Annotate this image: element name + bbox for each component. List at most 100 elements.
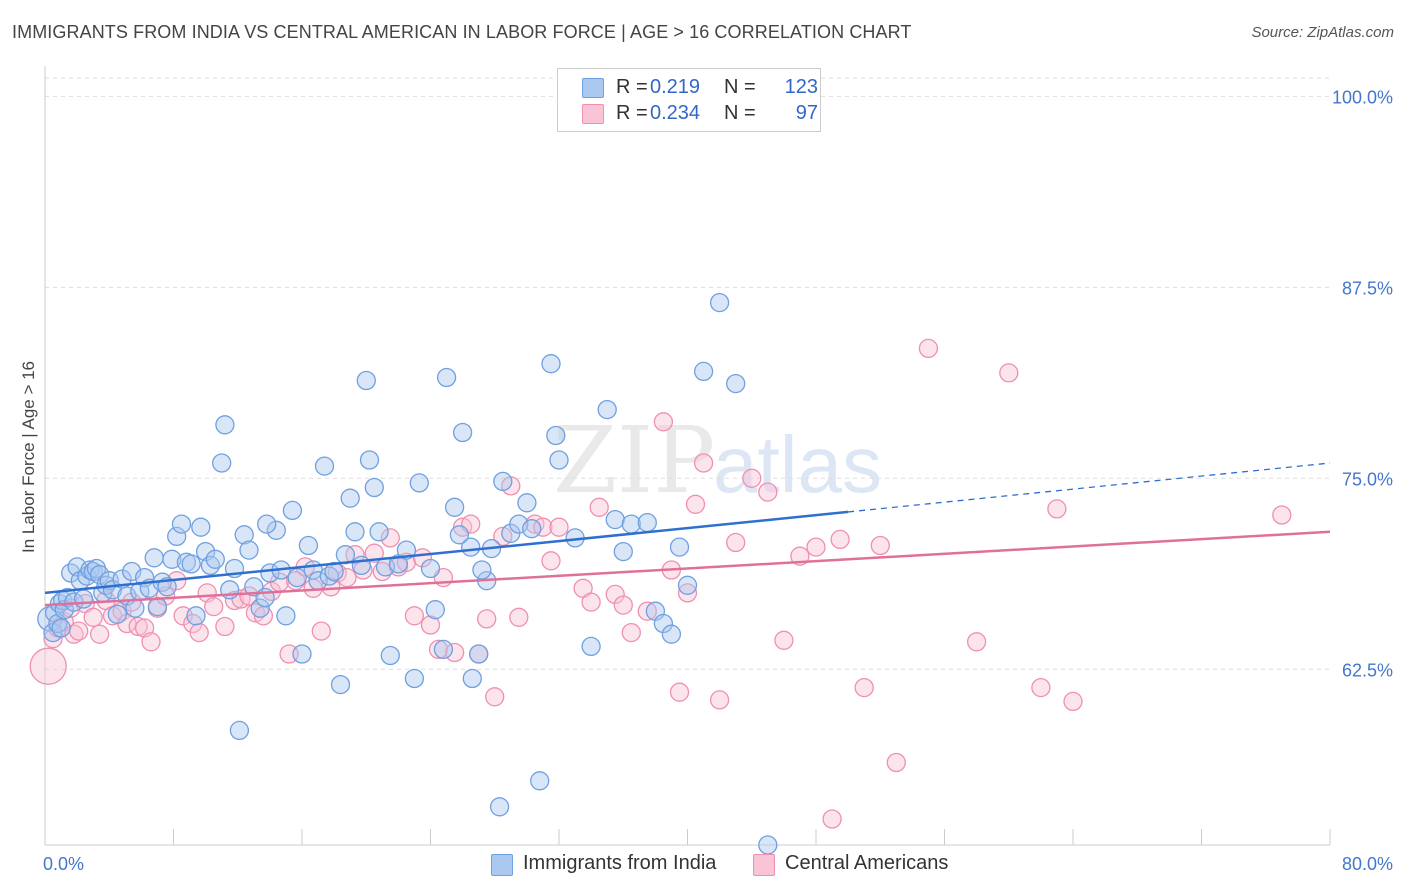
- data-point-central-americans: [1047, 499, 1067, 519]
- data-point-india: [162, 549, 182, 569]
- data-point-india: [167, 526, 187, 547]
- data-point-india: [314, 456, 335, 476]
- y-tick-label: 87.5%: [1342, 278, 1393, 298]
- data-point-central-americans: [89, 624, 110, 644]
- data-point-india: [472, 560, 492, 580]
- data-point-central-americans: [589, 497, 609, 517]
- data-point-india: [493, 471, 513, 492]
- data-point-central-americans: [420, 615, 441, 635]
- data-point-central-americans: [774, 630, 794, 650]
- legend-n-value: 97: [795, 102, 818, 124]
- data-point-india: [380, 645, 400, 666]
- data-point-india: [669, 537, 690, 557]
- data-point-central-americans: [918, 338, 939, 359]
- y-tick-label: 100.0%: [1332, 87, 1393, 107]
- data-point-india: [340, 488, 360, 508]
- stats-legend: R = 0.219 N = 123 R = 0.234 N = 97: [557, 68, 821, 132]
- data-point-india: [621, 514, 641, 534]
- x-tick-label: 0.0%: [43, 854, 84, 874]
- watermark: ZIP atlas: [553, 407, 882, 514]
- legend-r-value: 0.219: [650, 76, 701, 98]
- data-point-india: [351, 555, 372, 576]
- data-point-india: [709, 292, 730, 313]
- data-point-india: [298, 535, 319, 556]
- data-point-india: [186, 606, 206, 626]
- y-tick-label: 75.0%: [1342, 469, 1393, 489]
- legend-r-value: 0.234: [650, 102, 701, 124]
- data-point-central-americans: [128, 616, 148, 637]
- data-point-india: [181, 554, 201, 574]
- data-point-india: [549, 450, 569, 470]
- data-point-india: [433, 639, 454, 660]
- data-point-india: [693, 361, 714, 382]
- source-label: Source: ZipAtlas.com: [1251, 24, 1394, 41]
- data-point-india: [597, 399, 617, 420]
- x-tick-labels: 0.0% 80.0%: [43, 854, 1393, 874]
- data-point-india: [522, 519, 542, 539]
- data-point-india: [469, 644, 489, 664]
- data-point-central-americans: [224, 590, 245, 611]
- data-point-central-americans: [581, 592, 601, 612]
- data-point-india: [661, 624, 682, 644]
- data-point-india: [420, 558, 441, 579]
- legend-swatch-india: [582, 78, 604, 98]
- trendlines: [44, 462, 1331, 607]
- series-immigrants-from-india: [37, 292, 778, 855]
- y-axis-title: In Labor Force | Age > 16: [19, 361, 38, 553]
- watermark-atlas: atlas: [713, 420, 882, 509]
- data-point-central-americans: [822, 809, 842, 829]
- data-point-india: [356, 370, 376, 391]
- data-point-india: [530, 771, 550, 791]
- data-point-central-americans: [886, 752, 906, 773]
- watermark-zip: ZIP: [553, 407, 715, 514]
- data-point-india: [546, 425, 566, 446]
- data-point-central-americans: [428, 639, 449, 660]
- data-point-central-americans: [999, 363, 1019, 383]
- legend-n-value: 123: [784, 76, 818, 98]
- data-point-central-americans: [1272, 505, 1292, 525]
- data-point-central-americans: [69, 621, 89, 641]
- data-point-central-americans: [380, 528, 400, 548]
- data-point-india: [260, 563, 280, 583]
- data-point-central-americans: [541, 551, 561, 571]
- data-point-central-americans: [685, 494, 706, 514]
- data-point-india: [191, 517, 211, 537]
- data-point-central-americans: [29, 647, 67, 685]
- data-point-central-americans: [215, 616, 235, 637]
- data-point-india: [653, 613, 674, 634]
- data-point-central-americans: [726, 532, 746, 553]
- data-point-india: [80, 560, 100, 580]
- data-point-india: [215, 415, 235, 435]
- data-point-india: [726, 373, 746, 394]
- data-point-india: [677, 575, 698, 595]
- data-point-india: [359, 450, 380, 470]
- x-tick-label: 80.0%: [1342, 854, 1393, 874]
- data-point-india: [581, 636, 601, 657]
- y-tick-label: 62.5%: [1342, 660, 1393, 680]
- data-point-central-americans: [870, 535, 890, 556]
- data-point-india: [73, 589, 94, 609]
- data-point-india: [409, 473, 429, 493]
- data-point-central-americans: [966, 632, 987, 652]
- bottom-legend-swatch-central-americans: [753, 854, 775, 876]
- data-point-india: [637, 512, 657, 533]
- data-point-central-americans: [693, 453, 714, 473]
- data-point-india: [266, 520, 286, 540]
- data-point-central-americans: [621, 622, 641, 643]
- data-point-central-americans: [444, 642, 465, 663]
- data-point-central-americans: [854, 677, 874, 698]
- data-point-india: [292, 644, 312, 664]
- data-point-central-americans: [364, 543, 384, 563]
- data-point-central-americans: [404, 606, 425, 626]
- data-point-central-americans: [477, 609, 497, 629]
- data-point-india: [605, 509, 625, 530]
- data-point-india: [171, 514, 192, 534]
- data-point-central-americans: [709, 690, 730, 710]
- data-point-india: [444, 497, 465, 517]
- data-point-india: [144, 548, 164, 568]
- data-point-central-americans: [613, 595, 633, 615]
- data-point-central-americans: [189, 622, 209, 643]
- legend-n-label: N =: [724, 102, 756, 124]
- data-point-india: [229, 720, 250, 741]
